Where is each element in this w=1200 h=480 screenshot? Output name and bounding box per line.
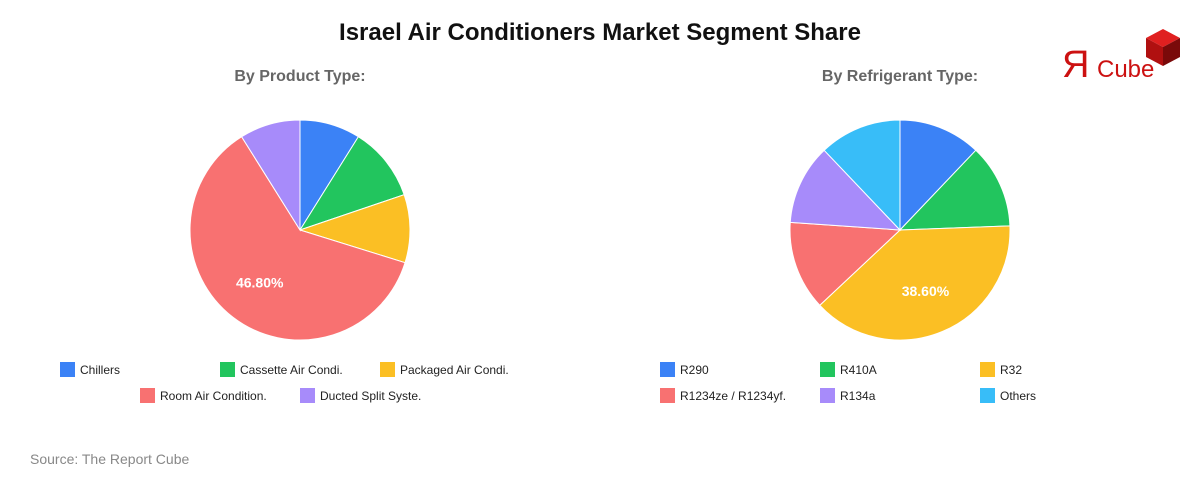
legend-label: Chillers xyxy=(80,362,121,377)
legend-label: Ducted Split Syste. xyxy=(320,388,422,403)
legend-swatch xyxy=(820,362,835,377)
legend-item-r290[interactable]: R290 xyxy=(660,362,709,377)
svg-text:Cube: Cube xyxy=(1097,56,1154,82)
legend-swatch xyxy=(220,362,235,377)
legend-swatch xyxy=(140,388,155,403)
legend-item-packaged[interactable]: Packaged Air Condi. xyxy=(380,362,509,377)
refrigerant-type-subtitle: By Refrigerant Type: xyxy=(821,68,979,85)
legend-label: Room Air Condition. xyxy=(160,388,267,403)
legend-item-chillers[interactable]: Chillers xyxy=(60,362,120,377)
legend-label: R290 xyxy=(680,362,709,377)
pie-slice[interactable] xyxy=(189,136,406,341)
pie-slice[interactable] xyxy=(823,119,901,232)
slice-data-label: 46.80% xyxy=(236,274,284,290)
legend-item-ducted[interactable]: Ducted Split Syste. xyxy=(300,388,421,403)
refrigerant-type-pie: 38.60% xyxy=(789,119,1011,341)
legend-item-others[interactable]: Others xyxy=(980,388,1036,403)
chart-title: Israel Air Conditioners Market Segment S… xyxy=(339,19,861,46)
legend-swatch xyxy=(820,388,835,403)
svg-text:Я: Я xyxy=(1062,44,1089,82)
legend-item-r410a[interactable]: R410A xyxy=(820,362,877,377)
legend-label: R410A xyxy=(840,362,877,377)
legend-swatch xyxy=(980,362,995,377)
legend-swatch xyxy=(60,362,75,377)
report-cube-logo: Я Cube xyxy=(1060,26,1185,86)
legend-label: Packaged Air Condi. xyxy=(400,362,509,377)
legend-label: Cassette Air Condi. xyxy=(240,362,343,377)
legend-item-r32[interactable]: R32 xyxy=(980,362,1022,377)
legend-item-r134a[interactable]: R134a xyxy=(820,388,875,403)
pie-slice[interactable] xyxy=(898,149,1011,231)
legend-swatch xyxy=(380,362,395,377)
legend-label: R134a xyxy=(840,388,876,403)
legend-swatch xyxy=(980,388,995,403)
legend-item-room[interactable]: Room Air Condition. xyxy=(140,388,267,403)
pie-slice[interactable] xyxy=(899,119,977,232)
product-type-subtitle: By Product Type: xyxy=(234,68,366,85)
pie-slice[interactable] xyxy=(789,149,902,231)
legend-label: R1234ze / R1234yf. xyxy=(680,388,787,403)
source-note: Source: The Report Cube xyxy=(30,451,190,467)
legend-item-r1234ze[interactable]: R1234ze / R1234yf. xyxy=(660,388,786,403)
slice-data-label: 38.60% xyxy=(902,283,950,299)
pie-slice[interactable] xyxy=(298,136,405,231)
pie-slice[interactable] xyxy=(789,221,902,307)
legend-swatch xyxy=(300,388,315,403)
pie-slice[interactable] xyxy=(240,119,301,232)
legend-label: Others xyxy=(1000,388,1037,403)
product-type-pie: 46.80% xyxy=(189,119,411,341)
legend-item-cassette[interactable]: Cassette Air Condi. xyxy=(220,362,343,377)
legend-swatch xyxy=(660,388,675,403)
pie-slice[interactable] xyxy=(819,225,1011,341)
legend-label: R32 xyxy=(1000,362,1023,377)
legend-swatch xyxy=(660,362,675,377)
